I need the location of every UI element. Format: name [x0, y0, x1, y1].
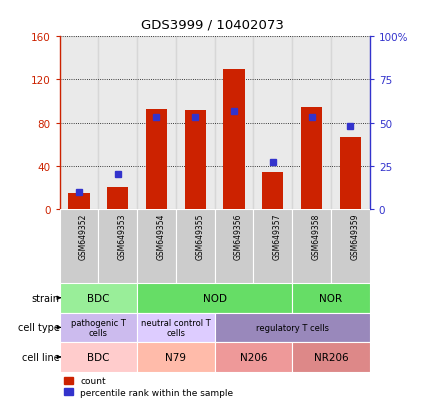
- Bar: [98, 37, 137, 209]
- Bar: [137, 209, 176, 283]
- Legend: count, percentile rank within the sample: count, percentile rank within the sample: [64, 376, 233, 397]
- Text: cell type: cell type: [17, 323, 60, 332]
- Text: NR206: NR206: [314, 352, 348, 362]
- Bar: [98, 209, 137, 283]
- Bar: [301, 108, 322, 209]
- Bar: [292, 37, 331, 209]
- Text: GSM649358: GSM649358: [312, 213, 320, 259]
- Bar: [176, 37, 215, 209]
- Bar: [215, 209, 253, 283]
- Bar: [60, 313, 137, 342]
- Bar: [137, 283, 292, 313]
- Text: pathogenic T
cells: pathogenic T cells: [71, 318, 126, 337]
- Text: regulatory T cells: regulatory T cells: [256, 323, 329, 332]
- Text: GSM649355: GSM649355: [195, 213, 204, 259]
- Bar: [60, 209, 98, 283]
- Bar: [215, 37, 253, 209]
- Bar: [60, 37, 98, 209]
- Bar: [224, 69, 245, 209]
- Text: cell line: cell line: [22, 352, 60, 362]
- Bar: [68, 193, 90, 209]
- Bar: [60, 342, 137, 372]
- Bar: [253, 37, 292, 209]
- Text: BDC: BDC: [87, 293, 110, 303]
- Bar: [137, 313, 215, 342]
- Text: GSM649353: GSM649353: [118, 213, 127, 259]
- Bar: [176, 209, 215, 283]
- Bar: [292, 283, 370, 313]
- Text: neutral control T
cells: neutral control T cells: [141, 318, 211, 337]
- Bar: [215, 342, 292, 372]
- Text: NOR: NOR: [320, 293, 343, 303]
- Bar: [331, 37, 370, 209]
- Bar: [184, 110, 206, 209]
- Text: strain: strain: [31, 293, 60, 303]
- Bar: [146, 109, 167, 209]
- Bar: [215, 313, 370, 342]
- Bar: [137, 342, 215, 372]
- Bar: [253, 209, 292, 283]
- Bar: [107, 188, 128, 209]
- Bar: [137, 37, 176, 209]
- Text: GSM649354: GSM649354: [156, 213, 165, 259]
- Bar: [340, 137, 361, 209]
- Bar: [292, 342, 370, 372]
- Bar: [331, 209, 370, 283]
- Text: NOD: NOD: [203, 293, 227, 303]
- Text: GSM649357: GSM649357: [273, 213, 282, 259]
- Text: BDC: BDC: [87, 352, 110, 362]
- Text: GDS3999 / 10402073: GDS3999 / 10402073: [141, 19, 284, 31]
- Bar: [262, 173, 283, 209]
- Bar: [292, 209, 331, 283]
- Text: GSM649352: GSM649352: [79, 213, 88, 259]
- Text: N79: N79: [165, 352, 186, 362]
- Bar: [60, 283, 137, 313]
- Text: N206: N206: [240, 352, 267, 362]
- Text: GSM649356: GSM649356: [234, 213, 243, 259]
- Text: GSM649359: GSM649359: [350, 213, 360, 259]
